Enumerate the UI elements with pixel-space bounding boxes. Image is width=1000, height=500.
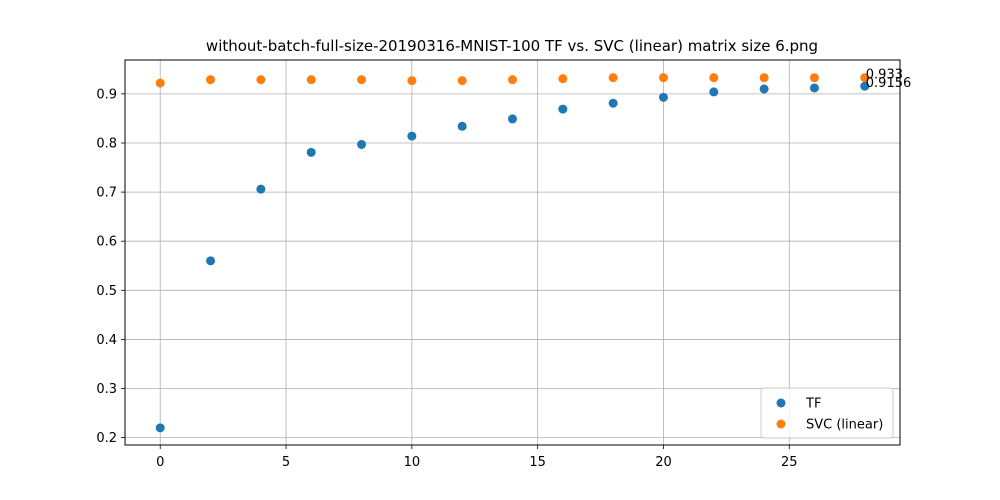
svc-linear-point [357,75,367,85]
svc-linear-point [860,73,870,83]
tf-point [558,104,568,114]
y-tick-label: 0.5 [96,284,117,299]
x-tick-label: 5 [282,455,290,470]
tf-point [809,83,819,93]
tf-point [256,184,266,194]
point-annotation: 0.933 [866,68,903,83]
chart-title: without-batch-full-size-20190316-MNIST-1… [206,37,818,55]
y-tick-label: 0.7 [96,186,117,201]
x-tick-label: 10 [404,455,421,470]
x-axis-ticks: 0 5 10 15 20 25 [156,445,798,470]
tf-point [860,81,870,91]
svc-linear-point [256,75,266,85]
legend-marker [776,419,786,429]
tf-point [457,121,467,131]
grid-lines [125,60,900,445]
legend: TF SVC (linear) [760,387,894,439]
x-tick-label: 0 [156,455,164,470]
y-tick-label: 0.9 [96,87,117,102]
point-annotation: 0.9156 [866,76,912,91]
tf-point [407,131,417,141]
x-tick-label: 25 [781,455,798,470]
svc-linear-point [508,75,517,85]
y-tick-label: 0.3 [96,382,117,397]
tf-point [709,87,719,97]
svc-linear-point [809,73,819,83]
y-tick-label: 0.6 [96,235,117,250]
plot-frame [124,59,901,446]
tf-point [206,256,216,266]
x-tick-label: 20 [655,455,672,470]
legend-box [760,387,894,439]
legend-label: TF [805,397,821,412]
svc-linear-point [608,73,618,83]
tf-point [759,84,769,94]
y-tick-label: 0.2 [96,431,117,446]
y-axis-ticks: 0.2 0.3 0.4 0.5 0.6 0.7 0.8 0.9 [96,87,125,446]
tf-point [608,98,618,108]
y-tick-label: 0.8 [96,136,117,151]
svc-linear-point [658,73,668,83]
data-points [155,73,870,433]
tf-point [306,147,316,157]
svc-linear-point [206,75,216,85]
tf-point [357,139,367,149]
svc-linear-point [759,73,769,83]
svc-linear-point [155,78,165,88]
x-tick-label: 15 [529,455,546,470]
svc-linear-point [407,76,417,86]
legend-label: SVC (linear) [806,418,883,433]
svc-linear-point [457,76,467,86]
tf-point [155,423,165,433]
y-tick-label: 0.4 [96,333,117,348]
tf-point [508,114,517,124]
tf-point [658,92,668,102]
legend-marker [776,398,786,408]
svc-linear-point [306,75,316,85]
svc-linear-point [709,73,719,83]
svc-linear-point [558,74,568,84]
